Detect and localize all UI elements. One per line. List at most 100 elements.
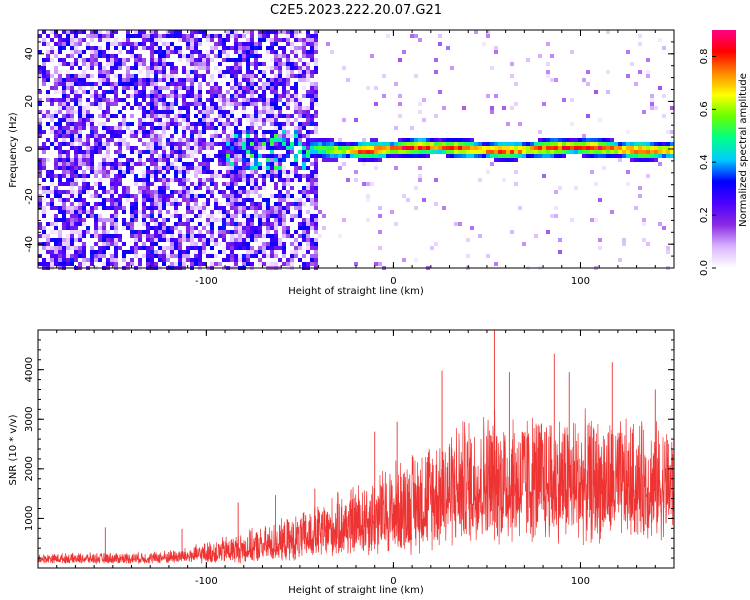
heatmap-cell xyxy=(134,242,138,246)
heatmap-cell xyxy=(242,258,246,262)
heatmap-cell xyxy=(286,122,290,126)
heatmap-cell xyxy=(106,242,110,246)
heatmap-cell xyxy=(110,242,114,246)
heatmap-cell xyxy=(314,226,318,230)
heatmap-cell xyxy=(306,106,310,110)
heatmap-cell xyxy=(198,58,202,62)
heatmap-cell xyxy=(246,142,250,146)
heatmap-cell xyxy=(434,138,438,142)
heatmap-cell xyxy=(66,82,70,86)
heatmap-cell xyxy=(298,246,302,250)
heatmap-cell xyxy=(86,58,90,62)
heatmap-cell xyxy=(78,38,82,42)
heatmap-cell xyxy=(298,174,302,178)
heatmap-cell xyxy=(298,142,302,146)
heatmap-cell xyxy=(182,82,186,86)
heatmap-cell xyxy=(70,142,74,146)
heatmap-cell xyxy=(426,150,430,154)
heatmap-cell xyxy=(82,162,86,166)
heatmap-cell xyxy=(294,250,298,254)
heatmap-cell xyxy=(114,246,118,250)
heatmap-cell xyxy=(62,262,66,266)
heatmap-cell xyxy=(234,158,238,162)
heatmap-cell xyxy=(234,150,238,154)
heatmap-cell xyxy=(642,218,646,222)
heatmap-cell xyxy=(146,230,150,234)
heatmap-cell xyxy=(246,90,250,94)
heatmap-cell xyxy=(122,138,126,142)
heatmap-cell xyxy=(126,222,130,226)
heatmap-cell xyxy=(106,114,110,118)
heatmap-cell xyxy=(266,102,270,106)
heatmap-cell xyxy=(622,150,626,154)
heatmap-cell xyxy=(66,246,70,250)
heatmap-cell xyxy=(610,150,614,154)
heatmap-cell xyxy=(110,102,114,106)
heatmap-cell xyxy=(290,170,294,174)
heatmap-cell xyxy=(146,178,150,182)
heatmap-cell xyxy=(366,182,370,186)
heatmap-cell xyxy=(530,150,534,154)
heatmap-cell xyxy=(202,146,206,150)
heatmap-cell xyxy=(198,94,202,98)
heatmap-cell xyxy=(162,226,166,230)
heatmap-cell xyxy=(274,154,278,158)
heatmap-cell xyxy=(462,150,466,154)
heatmap-cell xyxy=(306,154,310,158)
heatmap-cell xyxy=(250,178,254,182)
heatmap-cell xyxy=(150,226,154,230)
heatmap-cell xyxy=(242,226,246,230)
heatmap-cell xyxy=(190,102,194,106)
heatmap-cell xyxy=(226,242,230,246)
heatmap-cell xyxy=(182,234,186,238)
heatmap-cell xyxy=(54,262,58,266)
heatmap-cell xyxy=(62,222,66,226)
heatmap-cell xyxy=(266,222,270,226)
heatmap-cell xyxy=(282,226,286,230)
heatmap-cell xyxy=(82,234,86,238)
heatmap-cell xyxy=(114,86,118,90)
heatmap-cell xyxy=(118,110,122,114)
heatmap-cell xyxy=(210,190,214,194)
heatmap-cell xyxy=(62,166,66,170)
heatmap-cell xyxy=(286,94,290,98)
heatmap-cell xyxy=(114,226,118,230)
heatmap-cell xyxy=(342,150,346,154)
heatmap-cell xyxy=(46,54,50,58)
heatmap-cell xyxy=(266,158,270,162)
heatmap-cell xyxy=(330,146,334,150)
heatmap-cell xyxy=(86,258,90,262)
heatmap-cell xyxy=(186,162,190,166)
heatmap-cell xyxy=(162,190,166,194)
heatmap-cell xyxy=(106,78,110,82)
heatmap-cell xyxy=(262,202,266,206)
heatmap-cell xyxy=(78,102,82,106)
heatmap-cell xyxy=(258,142,262,146)
heatmap-cell xyxy=(70,166,74,170)
heatmap-cell xyxy=(174,82,178,86)
heatmap-cell xyxy=(50,222,54,226)
heatmap-cell xyxy=(246,38,250,42)
heatmap-cell xyxy=(158,38,162,42)
heatmap-cell xyxy=(254,122,258,126)
heatmap-cell xyxy=(170,134,174,138)
heatmap-cell xyxy=(186,138,190,142)
heatmap-cell xyxy=(230,122,234,126)
heatmap-cell xyxy=(54,162,58,166)
heatmap-cell xyxy=(82,190,86,194)
heatmap-cell xyxy=(202,138,206,142)
heatmap-cell xyxy=(230,238,234,242)
heatmap-cell xyxy=(506,122,510,126)
heatmap-cell xyxy=(242,206,246,210)
heatmap-cell xyxy=(206,110,210,114)
heatmap-cell xyxy=(102,134,106,138)
heatmap-cell xyxy=(370,150,374,154)
heatmap-cell xyxy=(238,130,242,134)
heatmap-cell xyxy=(238,66,242,70)
heatmap-cell xyxy=(622,238,626,242)
heatmap-cell xyxy=(66,182,70,186)
heatmap-cell xyxy=(142,62,146,66)
heatmap-cell xyxy=(278,98,282,102)
heatmap-cell xyxy=(234,262,238,266)
heatmap-cell xyxy=(630,62,634,66)
